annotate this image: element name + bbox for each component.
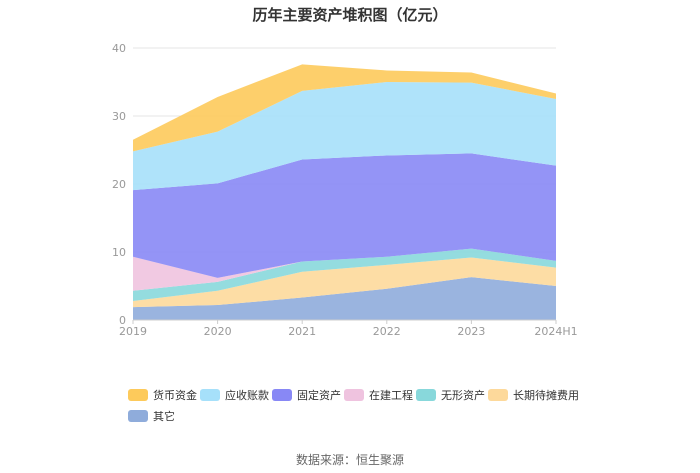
legend-item[interactable]: 无形资产	[416, 388, 485, 402]
legend-item[interactable]: 其它	[128, 409, 175, 423]
area-series	[133, 153, 556, 278]
legend-item[interactable]: 长期待摊费用	[488, 388, 579, 402]
x-tick-label: 2020	[204, 325, 232, 338]
x-tick-label: 2024H1	[534, 325, 577, 338]
legend-item[interactable]: 在建工程	[344, 388, 413, 402]
y-tick-label: 30	[112, 110, 126, 123]
chart-title: 历年主要资产堆积图（亿元）	[252, 6, 448, 24]
legend-item[interactable]: 货币资金	[128, 388, 197, 402]
legend-label: 其它	[153, 410, 175, 423]
legend-swatch	[488, 389, 508, 401]
legend-label: 在建工程	[369, 389, 413, 402]
area-series	[133, 248, 556, 301]
legend-label: 应收账款	[225, 389, 269, 402]
legend-label: 长期待摊费用	[513, 389, 579, 402]
source-note: 数据来源：恒生聚源	[295, 453, 404, 467]
y-tick-label: 20	[112, 178, 126, 191]
x-tick-label: 2019	[119, 325, 147, 338]
x-tick-label: 2022	[373, 325, 401, 338]
legend-swatch	[128, 410, 148, 422]
legend-swatch	[200, 389, 220, 401]
area-series	[133, 64, 556, 152]
area-series	[133, 257, 556, 308]
area-layer	[133, 64, 556, 320]
legend-label: 无形资产	[441, 389, 485, 402]
legend-label: 货币资金	[153, 389, 197, 402]
legend-swatch	[416, 389, 436, 401]
x-tick-label: 2021	[288, 325, 316, 338]
y-tick-label: 0	[119, 314, 126, 327]
area-series	[133, 277, 556, 320]
legend-swatch	[272, 389, 292, 401]
y-tick-label: 10	[112, 246, 126, 259]
legend-label: 固定资产	[297, 389, 341, 402]
y-tick-label: 40	[112, 42, 126, 55]
legend-item[interactable]: 应收账款	[200, 388, 269, 402]
area-series	[133, 82, 556, 191]
legend-item[interactable]: 固定资产	[272, 388, 341, 402]
x-tick-label: 2023	[457, 325, 485, 338]
axes: 0 10 20 30 40 2019 2020 2021 2022 2023 2024H1	[112, 42, 578, 338]
legend-swatch	[128, 389, 148, 401]
legend-swatch	[344, 389, 364, 401]
